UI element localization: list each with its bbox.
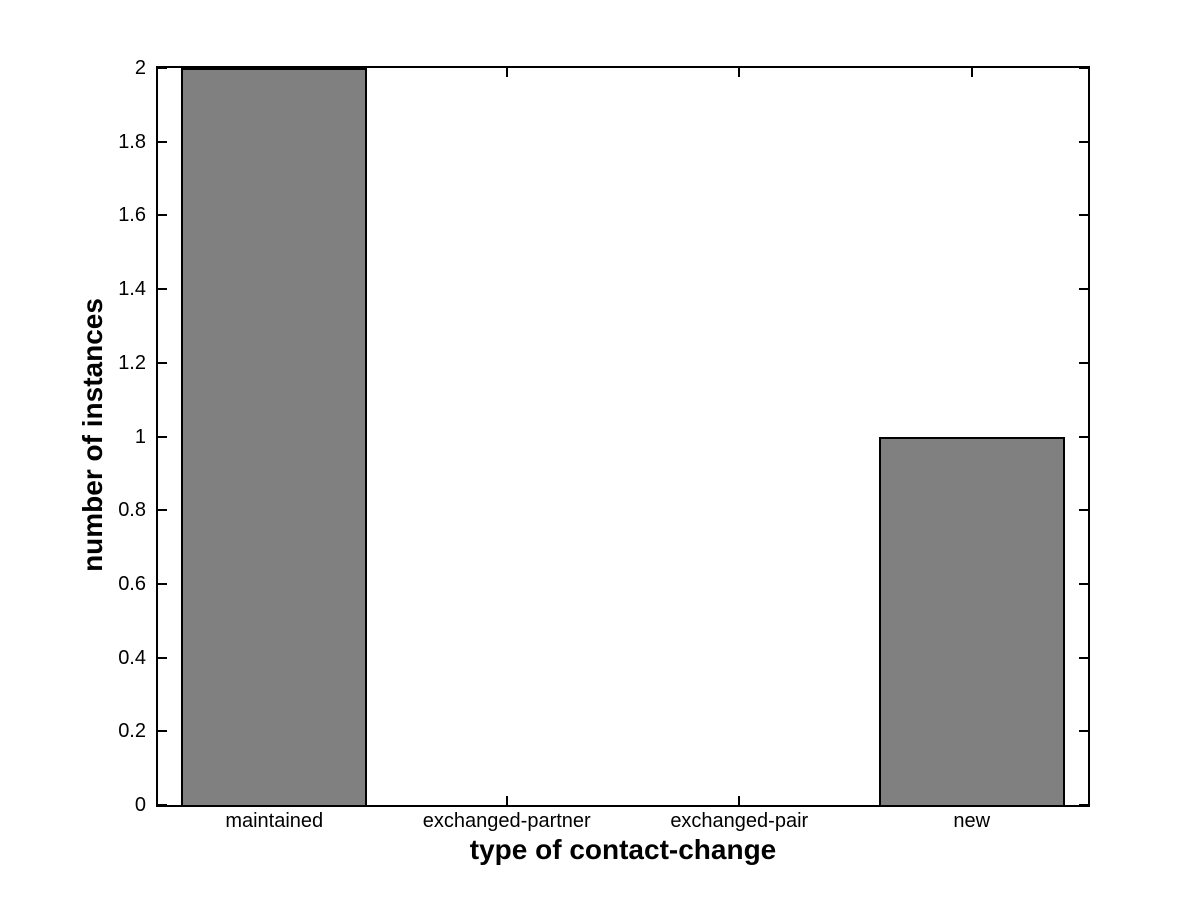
y-tick-label: 0.8 bbox=[118, 499, 146, 522]
y-tick-mark-right bbox=[1079, 730, 1088, 733]
y-tick-mark-left bbox=[158, 804, 167, 806]
y-tick-label: 1 bbox=[134, 425, 146, 448]
x-tick-mark-top bbox=[970, 68, 973, 77]
x-tick-label: new bbox=[953, 810, 991, 832]
bar-maintained bbox=[181, 68, 368, 805]
y-tick-label: 0.4 bbox=[118, 646, 146, 669]
y-tick-mark-right bbox=[1079, 804, 1088, 806]
x-tick-label: exchanged-pair bbox=[670, 810, 809, 832]
y-tick-mark-left bbox=[158, 214, 167, 217]
y-tick-mark-left bbox=[158, 140, 167, 143]
x-tick-label: maintained bbox=[225, 810, 324, 832]
y-tick-mark-right bbox=[1079, 140, 1088, 143]
y-tick-label: 0.6 bbox=[118, 572, 146, 595]
y-tick-mark-left bbox=[158, 656, 167, 659]
y-tick-mark-right bbox=[1079, 509, 1088, 512]
bar-new bbox=[878, 436, 1065, 805]
y-tick-mark-right bbox=[1079, 67, 1088, 69]
y-tick-label: 1.2 bbox=[118, 351, 146, 374]
y-tick-mark-left bbox=[158, 730, 167, 733]
y-tick-mark-left bbox=[158, 435, 167, 438]
y-tick-label: 2 bbox=[134, 57, 146, 79]
y-tick-mark-left bbox=[158, 288, 167, 291]
y-tick-mark-left bbox=[158, 582, 167, 585]
y-tick-mark-right bbox=[1079, 361, 1088, 364]
y-tick-label: 1.4 bbox=[118, 278, 146, 301]
y-tick-mark-left bbox=[158, 509, 167, 512]
y-tick-mark-left bbox=[158, 67, 167, 69]
y-tick-label: 0.2 bbox=[118, 720, 146, 743]
y-tick-label: 1.8 bbox=[118, 130, 146, 153]
y-tick-label: 1.6 bbox=[118, 204, 146, 227]
x-tick-label: exchanged-partner bbox=[422, 810, 591, 832]
x-axis-label: type of contact-change bbox=[469, 834, 777, 865]
y-tick-mark-right bbox=[1079, 656, 1088, 659]
y-tick-mark-right bbox=[1079, 435, 1088, 438]
plot-area bbox=[156, 66, 1090, 807]
x-tick-mark-top bbox=[738, 68, 741, 77]
x-tick-mark-bottom bbox=[505, 796, 508, 805]
y-tick-mark-right bbox=[1079, 582, 1088, 585]
y-tick-mark-right bbox=[1079, 288, 1088, 291]
y-tick-label: 0 bbox=[134, 794, 146, 816]
y-tick-mark-left bbox=[158, 361, 167, 364]
y-tick-mark-right bbox=[1079, 214, 1088, 217]
x-tick-mark-bottom bbox=[738, 796, 741, 805]
x-tick-mark-top bbox=[505, 68, 508, 77]
